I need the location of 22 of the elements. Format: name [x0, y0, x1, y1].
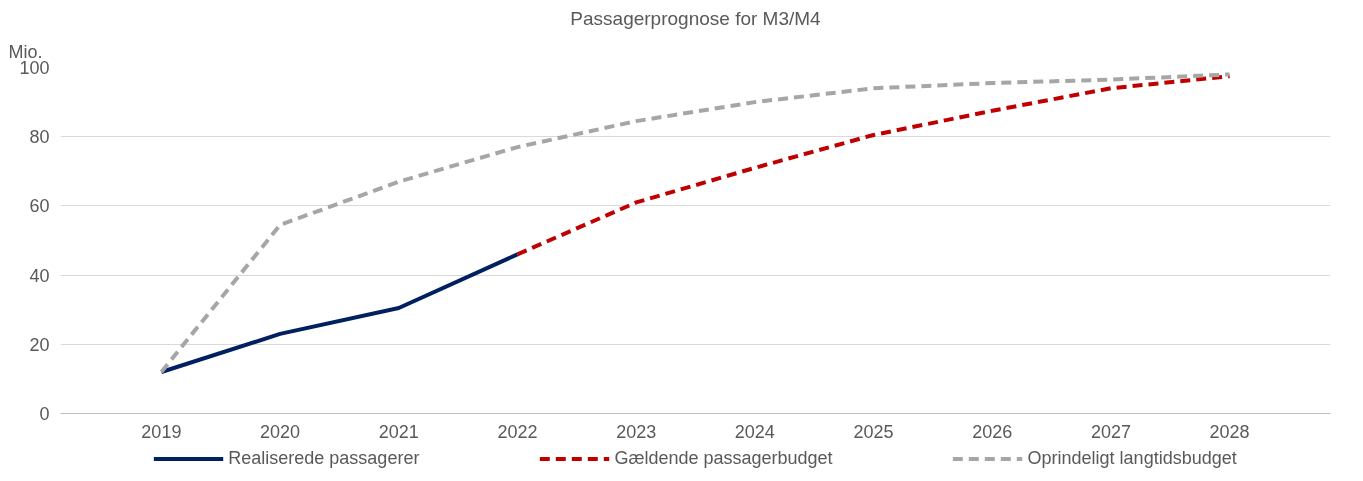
y-tick-label: 20: [29, 334, 50, 355]
line-series: [515, 74, 1232, 257]
y-tick-label: 40: [29, 265, 50, 286]
legend-label: Oprindeligt langtidsbudget: [1027, 447, 1237, 469]
legend-label: Gældende passagerbudget: [614, 447, 833, 469]
x-tick-label: 2020: [260, 421, 301, 442]
line-series: [159, 72, 1232, 374]
x-tick-label: 2024: [734, 421, 775, 442]
x-tick-label: 2019: [141, 421, 182, 442]
y-tick-label: 0: [39, 404, 50, 424]
x-tick-label: 2023: [616, 421, 657, 442]
y-tick-label: 60: [29, 196, 50, 217]
line-series: [159, 252, 520, 374]
x-tick-label: 2022: [497, 421, 538, 442]
x-tick-label: 2028: [1209, 421, 1250, 442]
x-tick-label: 2025: [853, 421, 894, 442]
legend-label: Realiserede passagerer: [228, 447, 420, 469]
x-tick-label: 2026: [972, 421, 1013, 442]
y-tick-label: 80: [29, 127, 50, 148]
x-tick-label: 2027: [1090, 421, 1131, 442]
chart-title: Passagerprognose for M3/M4: [570, 7, 822, 29]
x-tick-label: 2021: [378, 421, 419, 442]
